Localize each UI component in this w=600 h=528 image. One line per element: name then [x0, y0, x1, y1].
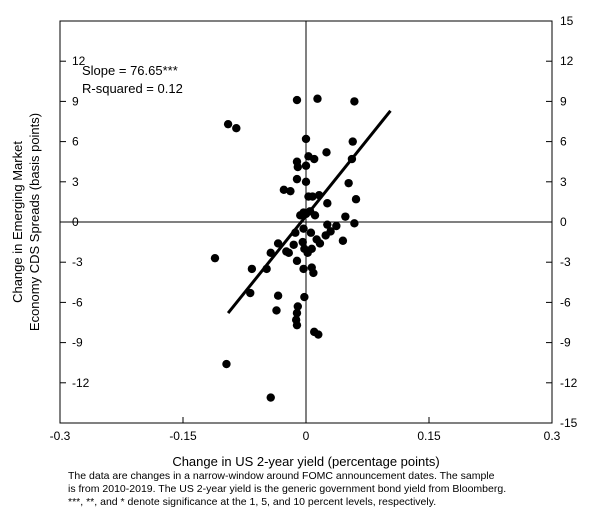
y-left-tick-label: -3 — [72, 255, 83, 269]
scatter-point — [293, 302, 302, 311]
scatter-point — [315, 239, 325, 248]
footnote-line-3: ***, **, and * denote significance at th… — [68, 496, 437, 508]
scatter-point — [308, 192, 317, 201]
y-right-tick-label: 0 — [560, 215, 567, 229]
scatter-point — [273, 239, 283, 248]
scatter-point — [322, 148, 331, 157]
x-axis-title: Change in US 2-year yield (percentage po… — [172, 454, 439, 469]
y-axis-title-line-1: Change in Emerging Market — [10, 141, 25, 303]
scatter-point — [310, 154, 319, 164]
tick-labels: -0.3 -0.15 0 0.15 0.3 -12 -9 -6 -3 0 3 6 9 12 -15 -12 -9… — [50, 14, 578, 443]
scatter-point — [299, 264, 308, 274]
scatter-points — [210, 94, 361, 402]
slope-annotation: Slope = 76.65*** — [82, 63, 178, 78]
scatter-point — [307, 244, 316, 253]
y-left-tick-label: -12 — [72, 376, 90, 390]
scatter-point — [338, 236, 348, 245]
footnote: The data are changes in a narrow-window … — [68, 470, 578, 509]
scatter-point — [313, 94, 322, 103]
scatter-point — [306, 228, 316, 237]
scatter-point — [350, 219, 359, 228]
x-tick-label: 0.3 — [544, 429, 561, 443]
scatter-point — [309, 268, 318, 278]
y-right-tick-label: 3 — [560, 175, 567, 189]
y-right-tick-label: -12 — [560, 376, 578, 390]
scatter-point — [266, 248, 275, 258]
y-right-tick-label: -9 — [560, 336, 571, 350]
fit-line-group — [226, 109, 392, 315]
scatter-point — [292, 256, 302, 266]
scatter-point — [344, 178, 353, 188]
scatter-point — [292, 320, 302, 330]
y-right-tick-label: 15 — [560, 14, 574, 28]
scatter-point — [286, 186, 295, 196]
scatter-point — [314, 330, 323, 339]
scatter-point — [310, 211, 320, 220]
scatter-point — [292, 308, 302, 318]
footnote-line-1: The data are changes in a narrow-window … — [68, 470, 495, 482]
scatter-point — [292, 174, 302, 184]
scatter-point — [351, 195, 361, 204]
scatter-point — [272, 306, 281, 315]
scatter-point — [247, 264, 257, 274]
scatter-point — [232, 124, 241, 133]
fit-line — [226, 109, 392, 315]
scatter-point — [210, 253, 220, 263]
y-left-tick-label: 12 — [72, 54, 86, 68]
x-tick-label: 0.15 — [417, 429, 441, 443]
scatter-point — [279, 185, 289, 195]
r-squared-annotation: R-squared = 0.12 — [82, 81, 183, 96]
x-tick-label: -0.15 — [169, 429, 197, 443]
scatter-point — [301, 161, 311, 170]
y-right-tick-label: -6 — [560, 295, 571, 309]
y-right-tick-label: 12 — [560, 54, 574, 68]
scatter-point — [323, 199, 332, 208]
scatter-point — [321, 231, 330, 240]
y-right-tick-label: 9 — [560, 94, 567, 108]
scatter-point — [293, 162, 302, 172]
scatter-point — [301, 134, 311, 144]
scatter-point — [300, 292, 309, 302]
scatter-point — [299, 224, 308, 233]
scatter-point — [246, 288, 255, 298]
scatter-point — [348, 137, 357, 146]
scatter-point — [292, 95, 302, 105]
y-left-tick-label: -9 — [72, 336, 83, 350]
scatter-point — [222, 359, 231, 369]
zero-axes — [60, 21, 552, 423]
y-left-tick-label: 0 — [72, 215, 79, 229]
scatter-point — [301, 177, 311, 186]
scatter-point — [266, 393, 275, 402]
x-tick-label: 0 — [303, 429, 310, 443]
scatter-point — [273, 291, 283, 300]
scatter-point — [298, 237, 307, 247]
x-tick-label: -0.3 — [50, 429, 71, 443]
tick-marks — [59, 20, 553, 424]
scatter-point — [350, 97, 359, 106]
scatter-point — [323, 220, 332, 229]
y-axis-title-line-2: Economy CDS Spreads (basis points) — [27, 113, 42, 331]
scatter-point — [223, 119, 233, 129]
scatter-point — [341, 212, 350, 221]
y-right-tick-label: -15 — [560, 416, 578, 430]
scatter-point — [289, 240, 298, 249]
y-right-tick-label: -3 — [560, 255, 571, 269]
footnote-line-2: is from 2010-2019. The US 2-year yield i… — [68, 483, 507, 495]
y-left-tick-label: 6 — [72, 135, 79, 149]
scatter-point — [332, 221, 341, 231]
y-right-tick-label: 6 — [560, 135, 567, 149]
scatter-point — [282, 247, 291, 256]
y-left-tick-label: -6 — [72, 295, 83, 309]
y-left-tick-label: 9 — [72, 94, 79, 108]
y-left-tick-label: 3 — [72, 175, 79, 189]
